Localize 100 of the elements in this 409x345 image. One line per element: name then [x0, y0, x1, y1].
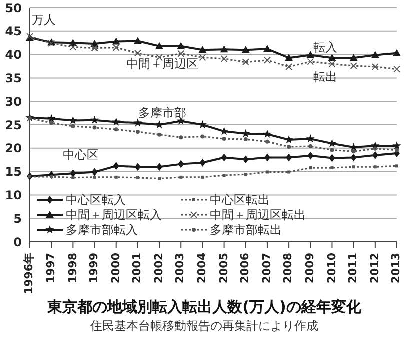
x-tick-label: 1996年 — [22, 253, 37, 295]
point — [373, 146, 378, 151]
x-tick-label: 2002 — [152, 253, 167, 284]
point — [70, 44, 77, 51]
point — [288, 170, 291, 174]
x-tick-label: 2000 — [108, 253, 124, 284]
point — [308, 144, 313, 149]
y-tick-label: 35 — [5, 71, 22, 86]
point — [395, 148, 399, 152]
x-tick-label: 2008 — [281, 253, 296, 284]
point — [114, 176, 118, 179]
x-tick-label: 2006 — [238, 253, 253, 284]
legend-label: 多摩市部転出 — [210, 222, 282, 238]
annotation: 転入 — [314, 40, 338, 54]
point — [263, 130, 272, 138]
point — [328, 54, 336, 62]
point — [371, 51, 380, 58]
point — [242, 156, 249, 164]
point — [392, 142, 402, 150]
point — [307, 58, 314, 66]
point — [330, 166, 334, 170]
point — [374, 166, 377, 169]
point — [158, 177, 162, 180]
point — [242, 46, 250, 54]
point — [158, 132, 162, 137]
point — [372, 151, 378, 160]
point — [242, 58, 250, 66]
point — [200, 134, 205, 139]
point — [220, 56, 228, 63]
point — [265, 140, 270, 144]
point — [156, 42, 164, 50]
point — [112, 44, 120, 52]
point — [286, 154, 292, 162]
text: 東京都の地域別転入転出人数(万人)の経年変化 — [46, 298, 362, 317]
y-tick-label: 45 — [5, 24, 22, 39]
point — [201, 176, 204, 179]
point — [329, 154, 336, 162]
annotation: 転出 — [314, 70, 338, 84]
point — [350, 154, 357, 162]
x-tick-label: 2005 — [216, 253, 232, 284]
x-tick-label: 1999 — [86, 253, 102, 284]
legend-label: 中心区転入 — [66, 192, 126, 208]
x-tick-label: 2003 — [173, 253, 188, 284]
y-tick-label: 40 — [5, 48, 22, 62]
legend-label: 中間＋周辺区転出 — [210, 208, 306, 223]
point — [244, 138, 248, 142]
point — [92, 168, 98, 176]
point — [93, 176, 96, 179]
point — [222, 174, 226, 178]
point — [178, 160, 184, 168]
annotation: 多摩市部 — [138, 106, 187, 120]
point — [112, 38, 120, 45]
point — [136, 130, 140, 134]
point — [134, 37, 142, 44]
point — [134, 163, 141, 172]
y-tick-label: 25 — [5, 118, 22, 132]
legend-label: 中間＋周辺区転入 — [66, 208, 162, 223]
text: 住民基本台帳移動報告の再集計により作成 — [90, 318, 320, 335]
y-tick-label: 15 — [5, 165, 22, 180]
point — [396, 164, 398, 168]
annotation: 中心区 — [62, 148, 99, 162]
point — [244, 173, 248, 176]
point — [350, 62, 358, 70]
point — [308, 152, 314, 160]
annotation: 中間＋周辺区 — [126, 57, 199, 72]
point — [264, 154, 270, 162]
point — [306, 134, 315, 143]
point — [352, 166, 356, 169]
point — [222, 137, 226, 142]
point — [156, 163, 163, 172]
point — [50, 121, 54, 126]
point — [47, 114, 56, 123]
x-tick-label: 2009 — [302, 253, 318, 284]
legend-label: 多摩市部転入 — [66, 222, 138, 238]
point — [200, 158, 206, 167]
x-tick-label: 2010 — [324, 253, 340, 284]
x-tick-label: 2013 — [389, 253, 404, 284]
point — [91, 44, 98, 52]
x-tick-label: 2004 — [194, 253, 210, 284]
point — [263, 45, 272, 52]
y-tick-label: 30 — [5, 94, 22, 109]
point — [112, 118, 121, 126]
y-tick-label: 0 — [14, 235, 22, 250]
x-tick-label: 1998 — [65, 253, 80, 284]
legend-label: 中心区転出 — [210, 192, 270, 208]
point — [177, 42, 186, 50]
x-tick-label: 2007 — [259, 253, 274, 284]
point — [328, 60, 336, 68]
point — [287, 144, 292, 149]
point — [68, 116, 78, 124]
point — [92, 126, 97, 130]
x-tick-label: 2001 — [130, 253, 145, 284]
y-tick-label: 50 — [5, 1, 22, 16]
x-tick-label: 2012 — [367, 253, 382, 284]
point — [156, 54, 164, 62]
point — [266, 170, 269, 174]
point — [199, 54, 206, 62]
point — [113, 162, 120, 170]
point — [71, 124, 76, 128]
point — [285, 54, 294, 62]
